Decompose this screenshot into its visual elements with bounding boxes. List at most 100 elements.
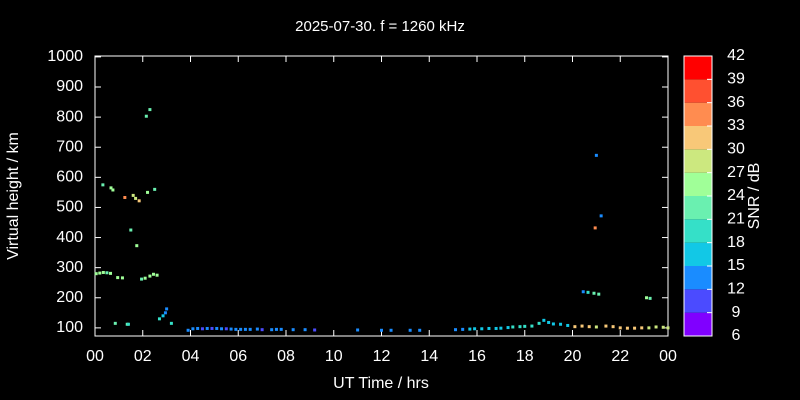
colorbar-tick-label: 42 xyxy=(727,47,745,64)
point xyxy=(260,328,264,332)
point xyxy=(468,327,472,331)
x-tick-label: 12 xyxy=(373,348,391,365)
point xyxy=(135,244,139,248)
point xyxy=(389,328,393,332)
point xyxy=(200,327,204,331)
point xyxy=(625,326,629,330)
point xyxy=(587,325,591,329)
colorbar-tick-label: 24 xyxy=(727,187,745,204)
colorbar-band xyxy=(684,242,712,266)
point xyxy=(220,327,224,331)
point xyxy=(169,321,173,325)
point xyxy=(604,324,608,328)
point xyxy=(131,193,135,197)
x-tick-label: 18 xyxy=(516,348,534,365)
point xyxy=(473,327,477,331)
colorbar-band xyxy=(684,149,712,173)
point xyxy=(573,325,577,329)
point xyxy=(134,196,138,200)
point xyxy=(580,324,584,328)
point xyxy=(597,292,601,296)
point xyxy=(120,276,124,280)
point xyxy=(611,325,615,329)
point xyxy=(666,326,670,330)
point xyxy=(186,328,190,332)
point xyxy=(592,291,596,295)
point xyxy=(101,270,105,274)
point xyxy=(356,328,360,332)
point xyxy=(542,318,546,322)
y-axis-label: Virtual height / km xyxy=(5,132,22,260)
point xyxy=(239,327,243,331)
point xyxy=(129,228,133,232)
point xyxy=(205,326,209,330)
colorbar-tick-label: 18 xyxy=(727,234,745,251)
point xyxy=(645,296,649,300)
point xyxy=(511,325,515,329)
x-tick-label: 04 xyxy=(182,348,200,365)
y-tick-label: 300 xyxy=(56,259,83,276)
colorbar-band xyxy=(684,196,712,220)
x-tick-label: 22 xyxy=(611,348,629,365)
point xyxy=(594,325,598,329)
point xyxy=(224,327,228,331)
x-tick-label: 10 xyxy=(325,348,343,365)
point xyxy=(123,196,127,200)
point xyxy=(146,190,150,194)
point xyxy=(109,271,113,275)
colorbar-tick-label: 27 xyxy=(727,164,745,181)
point xyxy=(618,326,622,330)
point xyxy=(523,324,527,328)
y-tick-label: 500 xyxy=(56,199,83,216)
point xyxy=(654,325,658,329)
point xyxy=(480,327,484,331)
point xyxy=(109,186,113,190)
colorbar-tick-label: 30 xyxy=(727,141,745,158)
colorbar-band xyxy=(684,56,712,80)
point xyxy=(155,273,159,277)
point xyxy=(633,326,637,330)
point xyxy=(494,326,498,330)
point xyxy=(157,317,161,321)
point xyxy=(313,328,317,332)
point xyxy=(551,322,555,326)
point xyxy=(380,328,383,332)
y-tick-label: 200 xyxy=(56,289,83,306)
point xyxy=(418,328,422,332)
point xyxy=(581,290,585,294)
point xyxy=(647,326,651,330)
point xyxy=(530,324,534,328)
point xyxy=(248,327,252,331)
point xyxy=(113,321,117,325)
point xyxy=(594,153,598,157)
point xyxy=(215,326,219,330)
chart-title: 2025-07-30. f = 1260 kHz xyxy=(295,18,465,35)
x-tick-label: 00 xyxy=(86,348,104,365)
point xyxy=(518,325,522,329)
point xyxy=(161,314,165,318)
point xyxy=(487,326,491,330)
y-tick-label: 800 xyxy=(56,108,83,125)
colorbar-band xyxy=(684,266,712,290)
point xyxy=(243,327,247,331)
x-tick-label: 06 xyxy=(229,348,247,365)
colorbar-tick-label: 12 xyxy=(727,281,745,298)
y-tick-label: 400 xyxy=(56,229,83,246)
y-tick-label: 600 xyxy=(56,169,83,186)
point xyxy=(143,276,147,280)
point xyxy=(94,272,98,276)
colorbar-tick-label: 6 xyxy=(732,327,741,344)
point xyxy=(408,328,412,332)
colorbar-tick-label: 15 xyxy=(727,257,745,274)
x-axis-label: UT Time / hrs xyxy=(333,375,429,392)
x-tick-label: 20 xyxy=(564,348,582,365)
point xyxy=(255,327,259,331)
point xyxy=(229,327,233,331)
point xyxy=(537,321,541,325)
colorbar-band xyxy=(684,219,712,243)
y-tick-label: 1000 xyxy=(47,48,83,65)
point xyxy=(153,187,157,191)
point xyxy=(593,226,597,230)
x-tick-label: 14 xyxy=(420,348,438,365)
